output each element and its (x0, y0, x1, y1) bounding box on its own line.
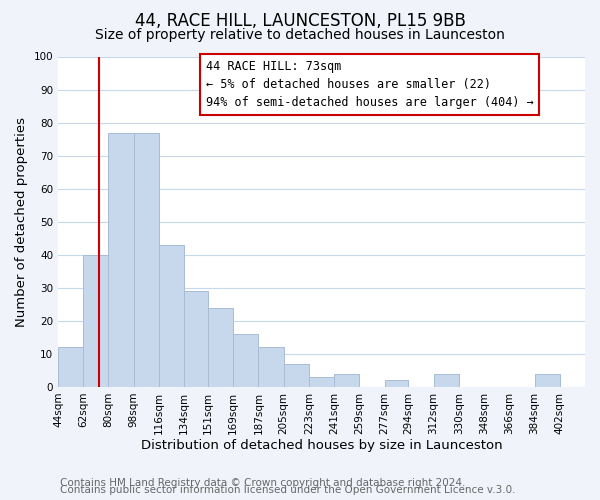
Bar (309, 377, 334, 387)
Bar (284, 364, 309, 387)
Bar (334, 374, 359, 387)
Bar (385, 380, 409, 387)
Bar (109, 132, 134, 387)
Bar (58, 348, 83, 387)
Text: Size of property relative to detached houses in Launceston: Size of property relative to detached ho… (95, 28, 505, 42)
Bar (208, 308, 233, 387)
Bar (434, 374, 459, 387)
Text: Contains HM Land Registry data © Crown copyright and database right 2024.: Contains HM Land Registry data © Crown c… (60, 478, 466, 488)
X-axis label: Distribution of detached houses by size in Launceston: Distribution of detached houses by size … (141, 440, 502, 452)
Bar (83, 255, 109, 387)
Y-axis label: Number of detached properties: Number of detached properties (15, 116, 28, 326)
Bar (535, 374, 560, 387)
Text: Contains public sector information licensed under the Open Government Licence v.: Contains public sector information licen… (60, 485, 515, 495)
Bar (184, 291, 208, 387)
Bar (259, 348, 284, 387)
Bar (233, 334, 259, 387)
Bar (159, 245, 184, 387)
Bar (134, 132, 159, 387)
Text: 44 RACE HILL: 73sqm
← 5% of detached houses are smaller (22)
94% of semi-detache: 44 RACE HILL: 73sqm ← 5% of detached hou… (206, 60, 533, 109)
Text: 44, RACE HILL, LAUNCESTON, PL15 9BB: 44, RACE HILL, LAUNCESTON, PL15 9BB (134, 12, 466, 30)
